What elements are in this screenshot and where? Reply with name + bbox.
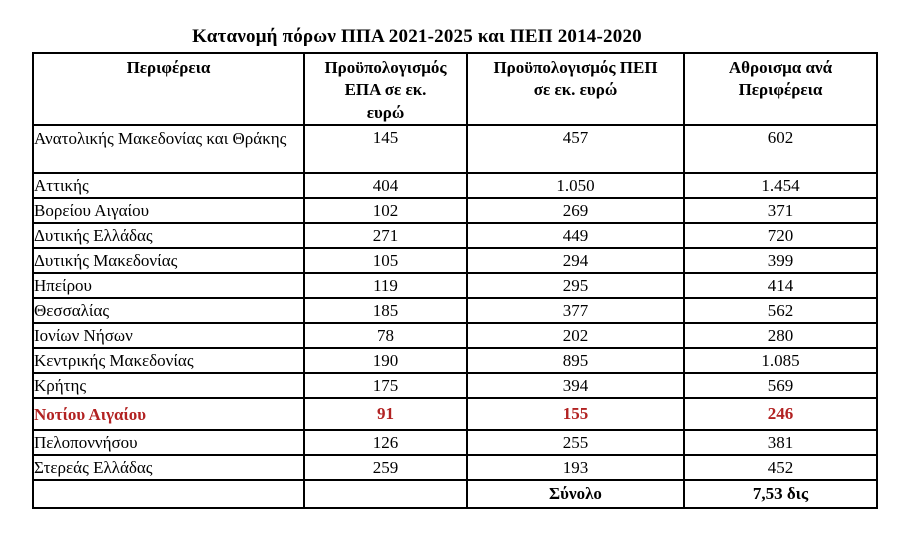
sum-value-cell: 381 — [683, 429, 878, 457]
region-cell: Κεντρικής Μακεδονίας — [32, 347, 305, 375]
region-cell: Δυτικής Ελλάδας — [32, 222, 305, 250]
col-header-sum-per-region: Αθροισμα ανά Περιφέρεια — [683, 51, 878, 127]
epa-value-cell: 78 — [303, 322, 468, 350]
col-header-epa-budget: Προϋπολογισμός ΕΠΑ σε εκ. ευρώ — [303, 51, 468, 127]
total-row: Σύνολο 7,53 δις — [32, 479, 878, 510]
sum-value-cell: 280 — [683, 322, 878, 350]
sum-value-cell: 602 — [683, 124, 878, 175]
pep-value-cell: 1.050 — [466, 172, 685, 200]
pep-value-cell: 895 — [466, 347, 685, 375]
region-cell: Πελοποννήσου — [32, 429, 305, 457]
col-header-region: Περιφέρεια — [32, 51, 305, 127]
pep-value-cell: 449 — [466, 222, 685, 250]
table-row: Πελοποννήσου 126 255 381 — [32, 429, 878, 457]
pep-value-cell: 202 — [466, 322, 685, 350]
epa-value-cell: 185 — [303, 297, 468, 325]
sum-value-cell: 562 — [683, 297, 878, 325]
epa-value-cell: 271 — [303, 222, 468, 250]
region-cell: Θεσσαλίας — [32, 297, 305, 325]
epa-value-cell: 102 — [303, 197, 468, 225]
table-row: Νοτίου Αιγαίου 91 155 246 — [32, 397, 878, 432]
total-value: 7,53 δις — [683, 479, 878, 510]
sum-value-cell: 1.454 — [683, 172, 878, 200]
table-row: Ηπείρου 119 295 414 — [32, 272, 878, 300]
sum-value-cell: 399 — [683, 247, 878, 275]
pep-value-cell: 457 — [466, 124, 685, 175]
table-row: Δυτικής Ελλάδας 271 449 720 — [32, 222, 878, 250]
epa-value-cell: 175 — [303, 372, 468, 400]
region-cell: Ιονίων Νήσων — [32, 322, 305, 350]
pep-value-cell: 295 — [466, 272, 685, 300]
sum-value-cell: 720 — [683, 222, 878, 250]
epa-value-cell: 119 — [303, 272, 468, 300]
region-cell: Βορείου Αιγαίου — [32, 197, 305, 225]
table-row: Ανατολικής Μακεδονίας και Θράκης 145 457 60… — [32, 124, 878, 175]
sum-value-cell: 414 — [683, 272, 878, 300]
epa-value-cell: 259 — [303, 454, 468, 482]
sum-value-cell: 371 — [683, 197, 878, 225]
sum-value-cell: 569 — [683, 372, 878, 400]
sum-value-cell: 246 — [683, 397, 878, 432]
region-cell: Ανατολικής Μακεδονίας και Θράκης — [32, 124, 305, 175]
pep-value-cell: 269 — [466, 197, 685, 225]
pep-value-cell: 155 — [466, 397, 685, 432]
pep-value-cell: 377 — [466, 297, 685, 325]
allocation-table: Περιφέρεια Προϋπολογισμός ΕΠΑ σε εκ. ευρ… — [32, 51, 878, 510]
table-body: Ανατολικής Μακεδονίας και Θράκης 145 457 60… — [32, 124, 878, 482]
table-row: Ιονίων Νήσων 78 202 280 — [32, 322, 878, 350]
pep-value-cell: 255 — [466, 429, 685, 457]
table-row: Βορείου Αιγαίου 102 269 371 — [32, 197, 878, 225]
total-empty-epa-cell — [303, 479, 468, 510]
pep-value-cell: 394 — [466, 372, 685, 400]
pep-value-cell: 193 — [466, 454, 685, 482]
epa-value-cell: 190 — [303, 347, 468, 375]
pep-value-cell: 294 — [466, 247, 685, 275]
table-title: Κατανομή πόρων ΠΠΑ 2021-2025 και ΠΕΠ 201… — [192, 26, 642, 47]
sum-value-cell: 1.085 — [683, 347, 878, 375]
total-empty-region-cell — [32, 479, 305, 510]
table-row: Κεντρικής Μακεδονίας 190 895 1.085 — [32, 347, 878, 375]
epa-value-cell: 91 — [303, 397, 468, 432]
table-row: Δυτικής Μακεδονίας 105 294 399 — [32, 247, 878, 275]
table-row: Θεσσαλίας 185 377 562 — [32, 297, 878, 325]
total-label: Σύνολο — [466, 479, 685, 510]
epa-value-cell: 145 — [303, 124, 468, 175]
region-cell: Νοτίου Αιγαίου — [32, 397, 305, 432]
region-cell: Ηπείρου — [32, 272, 305, 300]
region-cell: Δυτικής Μακεδονίας — [32, 247, 305, 275]
epa-value-cell: 105 — [303, 247, 468, 275]
col-header-pep-budget: Προϋπολογισμός ΠΕΠ σε εκ. ευρώ — [466, 51, 685, 127]
sum-value-cell: 452 — [683, 454, 878, 482]
epa-value-cell: 126 — [303, 429, 468, 457]
header-row: Περιφέρεια Προϋπολογισμός ΕΠΑ σε εκ. ευρ… — [32, 51, 878, 127]
epa-value-cell: 404 — [303, 172, 468, 200]
table-row: Κρήτης 175 394 569 — [32, 372, 878, 400]
region-cell: Στερεάς Ελλάδας — [32, 454, 305, 482]
table-row: Στερεάς Ελλάδας 259 193 452 — [32, 454, 878, 482]
table-row: Αττικής 404 1.050 1.454 — [32, 172, 878, 200]
region-cell: Κρήτης — [32, 372, 305, 400]
region-cell: Αττικής — [32, 172, 305, 200]
